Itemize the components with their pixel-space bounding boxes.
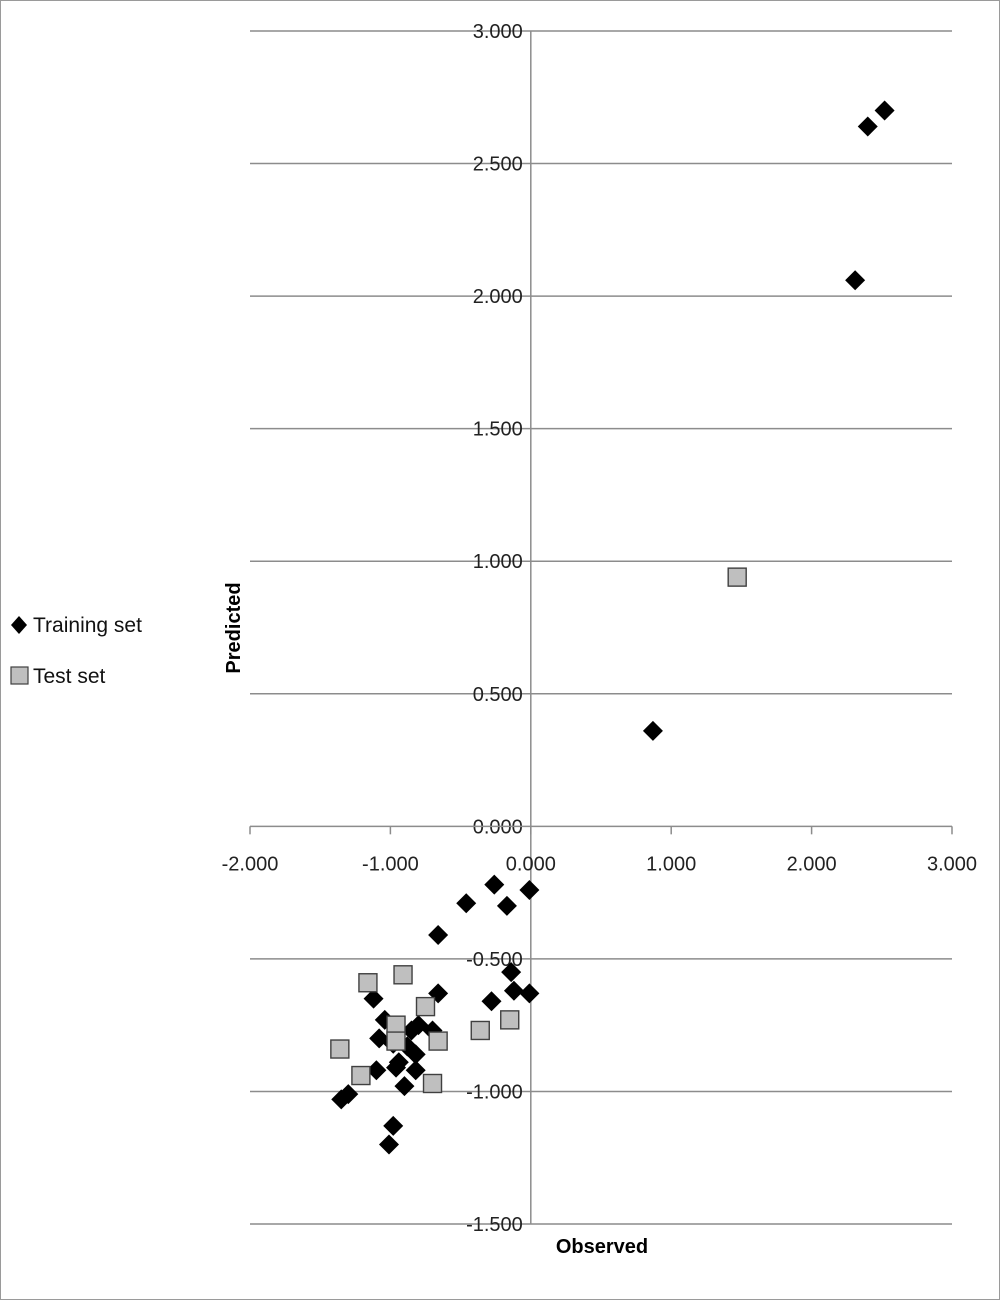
test-point <box>500 1010 520 1030</box>
test-point <box>386 1031 406 1051</box>
training-point <box>481 991 502 1012</box>
training-point <box>331 1089 352 1110</box>
y-tick-label: 1.000 <box>473 551 523 573</box>
test-point <box>415 996 436 1017</box>
legend: Training set Test set <box>10 614 142 688</box>
training-point <box>374 1009 395 1030</box>
training-point <box>378 1134 399 1155</box>
training-point <box>503 980 524 1001</box>
x-tick-label: -2.000 <box>222 853 279 875</box>
y-tick-label: 2.000 <box>473 286 523 308</box>
training-point <box>363 988 384 1009</box>
x-tick-label: 2.000 <box>787 853 837 875</box>
legend-training-marker <box>11 616 27 634</box>
training-point <box>386 1057 407 1078</box>
test-point <box>351 1065 371 1086</box>
training-point <box>519 983 540 1004</box>
test-point <box>470 1020 490 1041</box>
test-point <box>358 973 378 993</box>
legend-test-marker <box>10 666 29 685</box>
y-tick-label: -1.500 <box>466 1214 523 1236</box>
y-tick-label: 0.000 <box>473 816 523 838</box>
x-tick-label: 0.000 <box>506 853 556 875</box>
test-point <box>727 567 747 587</box>
training-point <box>501 962 522 983</box>
x-tick-label: 3.000 <box>927 853 977 875</box>
training-point <box>383 1115 404 1136</box>
y-tick-label: 0.500 <box>473 684 523 706</box>
training-point <box>394 1076 415 1097</box>
y-tick-label: 3.000 <box>473 21 523 43</box>
y-tick-label: 1.500 <box>473 419 523 441</box>
test-point <box>422 1073 443 1094</box>
y-tick-label: 2.500 <box>473 154 523 176</box>
training-point <box>496 895 517 916</box>
training-point <box>874 100 895 121</box>
axes: -1.500-1.000-0.5000.0000.5001.0001.5002.… <box>222 21 977 1236</box>
test-point <box>428 1031 448 1051</box>
test-point <box>330 1039 350 1059</box>
training-point <box>484 874 505 895</box>
gridlines <box>250 30 952 1225</box>
legend-training-label: Training set <box>33 614 142 637</box>
training-point <box>519 879 540 900</box>
training-point <box>405 1060 426 1081</box>
x-axis-title: Observed <box>556 1236 648 1258</box>
training-point <box>642 720 663 741</box>
training-point <box>845 270 866 291</box>
training-point <box>857 116 878 137</box>
y-tick-label: -1.000 <box>466 1081 523 1103</box>
x-tick-label: -1.000 <box>362 853 419 875</box>
training-point <box>405 1044 426 1065</box>
training-point <box>428 925 449 946</box>
x-tick-label: 1.000 <box>646 853 696 875</box>
test-point <box>393 965 413 985</box>
y-axis-title: Predicted <box>223 582 245 673</box>
training-point <box>401 1020 422 1041</box>
training-point <box>456 893 477 914</box>
training-point <box>366 1060 387 1081</box>
data-points <box>330 100 895 1155</box>
legend-test-label: Test set <box>33 665 106 688</box>
